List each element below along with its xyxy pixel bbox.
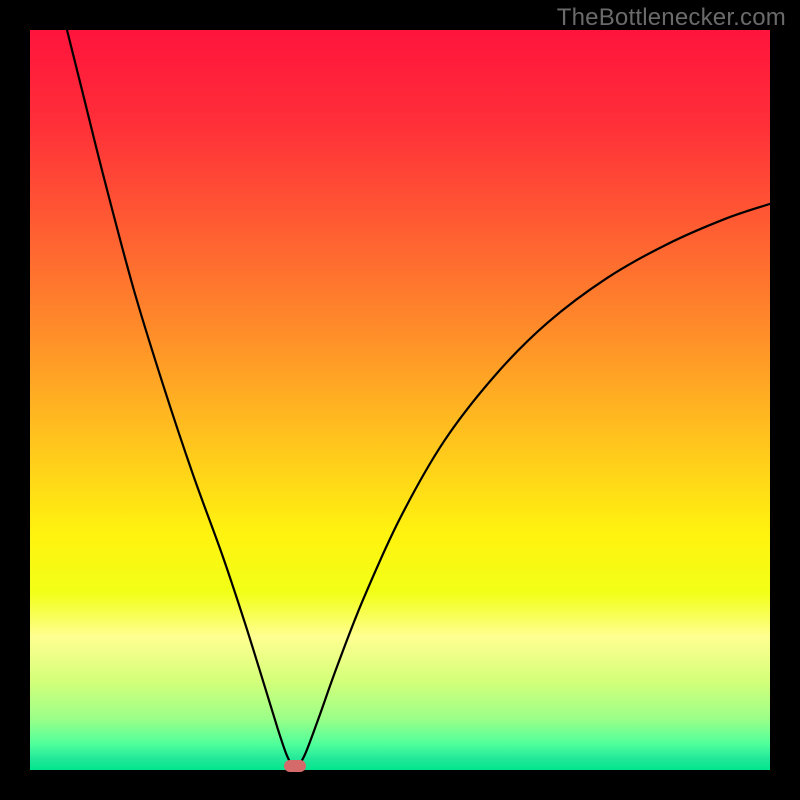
watermark-text: TheBottlenecker.com [557, 4, 786, 32]
plot-area [30, 30, 770, 770]
minimum-marker [284, 760, 306, 772]
chart-frame: TheBottlenecker.com [0, 0, 800, 800]
bottleneck-curve [30, 30, 770, 770]
